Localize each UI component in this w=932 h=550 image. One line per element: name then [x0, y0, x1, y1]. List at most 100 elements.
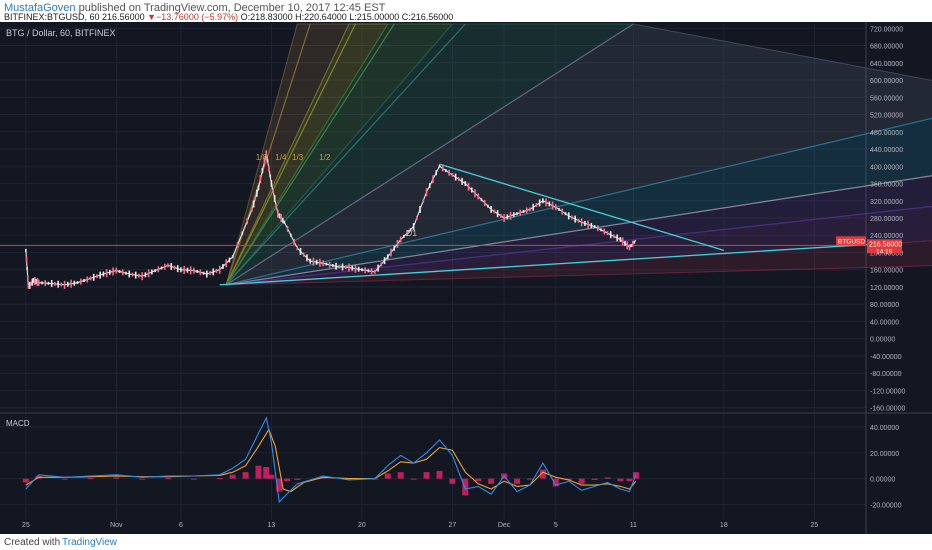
candle — [125, 271, 127, 275]
macd-histogram-bar — [283, 478, 290, 482]
publish-text: published on TradingView.com, December 1… — [78, 2, 386, 14]
gann-fan-line — [225, 23, 311, 286]
y-tick-label: -160.00000 — [870, 406, 906, 413]
candle — [154, 269, 156, 273]
macd-histogram-bar — [604, 477, 611, 479]
candle — [577, 218, 580, 223]
macd-histogram-bar — [617, 478, 624, 482]
candle — [609, 231, 612, 239]
candle — [141, 272, 143, 281]
macd-histogram-bar — [255, 465, 262, 479]
candle — [176, 265, 179, 273]
footer: Created with TradingView — [0, 534, 932, 550]
candle — [157, 266, 160, 273]
candle — [554, 204, 557, 211]
macd-histogram-bar — [294, 478, 301, 480]
candle — [332, 264, 334, 268]
candle — [522, 210, 525, 214]
candle — [606, 231, 609, 236]
candle — [399, 236, 402, 243]
candle — [422, 198, 425, 203]
price-label-box — [867, 239, 902, 254]
macd-histogram-bar — [449, 478, 456, 484]
candle — [374, 269, 376, 274]
y-tick-label: 40.00000 — [870, 319, 899, 326]
candle — [173, 265, 176, 270]
fan-label: 1/4 — [275, 153, 287, 162]
candles — [25, 150, 636, 289]
candle — [186, 267, 189, 273]
publish-bar: MustafaGoven published on TradingView.co… — [0, 0, 932, 22]
candle — [558, 207, 560, 211]
macd-histogram-bar — [384, 473, 391, 479]
candle — [470, 187, 473, 193]
gann-fan-line — [225, 23, 356, 286]
candle — [147, 269, 150, 278]
candle — [275, 204, 278, 209]
y-tick-label: 680.00000 — [870, 44, 903, 51]
candle — [390, 248, 392, 257]
y-tick-label: 640.00000 — [870, 61, 903, 68]
fan-label: 2/1 — [406, 229, 418, 238]
candle — [435, 170, 438, 176]
candle — [406, 230, 408, 237]
candle — [67, 281, 69, 287]
candle — [335, 262, 337, 270]
gann-fan — [225, 23, 932, 286]
candle — [196, 269, 198, 273]
candle — [571, 215, 573, 220]
candle — [621, 237, 624, 246]
candle — [416, 216, 418, 220]
candle — [344, 265, 347, 270]
candle — [99, 271, 101, 279]
candle — [54, 281, 56, 286]
fan-label: 1/3 — [292, 153, 304, 162]
candle — [503, 214, 505, 222]
candle — [28, 281, 31, 289]
candle — [364, 267, 366, 274]
macd-y-tick-label: 20.00000 — [870, 451, 899, 458]
candle — [286, 225, 289, 232]
quote-change: −13.76000 (−5.97%) — [156, 12, 239, 22]
macd-histogram-bar — [552, 478, 559, 487]
candle — [296, 246, 299, 251]
candle — [425, 188, 428, 197]
candle — [509, 211, 512, 220]
y-tick-label: 480.00000 — [870, 130, 903, 137]
candle — [383, 257, 386, 265]
candle — [206, 270, 208, 278]
candle — [626, 241, 629, 250]
author-link[interactable]: MustafaGoven — [4, 2, 76, 14]
candle — [367, 269, 370, 273]
y-tick-label: 320.00000 — [870, 199, 903, 206]
chart-area[interactable]: 1/8 1/4 1/3 1/2 2/1 BTG / Dollar, 60, BITFINE… — [0, 22, 932, 534]
y-tick-label: 200.00000 — [870, 250, 903, 257]
macd-histogram-bar — [216, 477, 223, 479]
candle — [448, 169, 450, 176]
macd-histogram-bar — [268, 474, 275, 479]
chart-canvas[interactable]: 1/8 1/4 1/3 1/2 2/1 BTG / Dollar, 60, BITFINE… — [0, 22, 932, 534]
candle — [241, 231, 244, 235]
candle — [231, 255, 234, 259]
candle — [105, 269, 108, 278]
macd-y-tick-label: 0.00000 — [870, 477, 895, 484]
candle — [493, 209, 496, 214]
candle — [257, 185, 260, 191]
candle — [263, 157, 266, 166]
series-badge-label: BTGUSD — [838, 238, 865, 245]
candle — [467, 182, 470, 191]
macd-y-tick-label: -20.00000 — [870, 502, 902, 509]
candle — [613, 234, 615, 239]
candle — [47, 281, 50, 285]
x-tick-label: 27 — [448, 522, 456, 529]
candle — [280, 214, 282, 222]
candle — [512, 212, 515, 218]
y-tick-label: 80.00000 — [870, 302, 899, 309]
candle — [35, 279, 37, 285]
candle — [160, 266, 163, 270]
tradingview-logo[interactable]: TradingView — [62, 537, 118, 548]
macd-histogram-bar — [22, 478, 29, 483]
candle — [357, 266, 360, 272]
candle — [328, 261, 331, 268]
candle — [631, 240, 634, 247]
